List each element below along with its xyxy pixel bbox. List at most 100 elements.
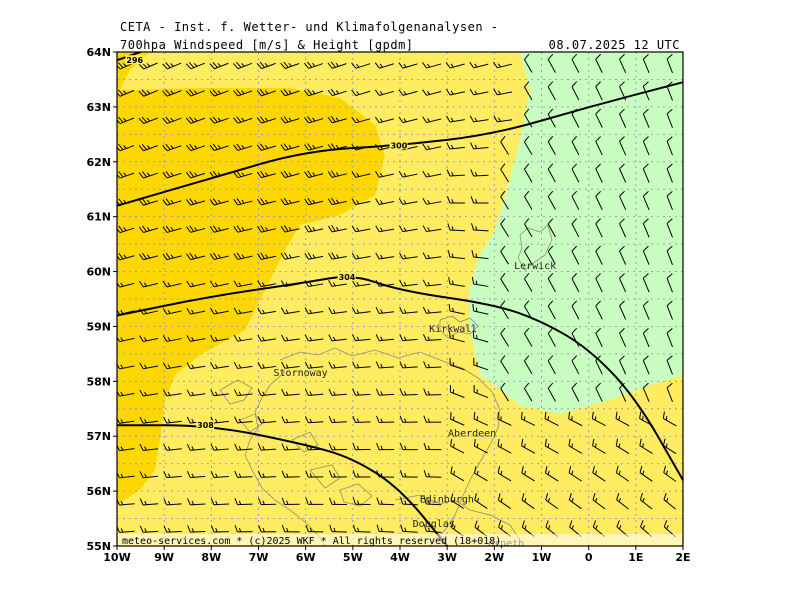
lon-label: 10W [103, 551, 130, 564]
wind-barb [619, 136, 627, 156]
wind-barb [281, 416, 300, 424]
wind-barb [663, 465, 677, 482]
wind-barb [666, 163, 673, 183]
wind-barb [666, 382, 673, 402]
wind-barb [639, 438, 653, 455]
wind-barb [423, 524, 442, 533]
wind-barb [595, 245, 603, 265]
lat-label: 62N [86, 156, 111, 169]
wind-barb [446, 169, 465, 177]
wind-barb [376, 497, 395, 506]
wind-barb [398, 170, 418, 178]
wind-barb [185, 62, 205, 70]
wind-barb [500, 382, 509, 402]
wind-barb [662, 411, 677, 427]
lon-label: 7W [249, 551, 269, 564]
wind-barb [304, 388, 324, 396]
lon-label: 8W [201, 551, 221, 564]
contour-label-bg [196, 420, 215, 430]
wind-barb [423, 497, 442, 506]
wind-barb [280, 252, 300, 260]
wind-barb [642, 108, 650, 128]
wind-barb [163, 525, 182, 533]
map-area: 300 304 308 296 [117, 52, 683, 546]
wind-barb [422, 116, 442, 124]
contour-label: 300 [391, 141, 408, 150]
lat-label: 60N [86, 266, 111, 279]
wind-barb [399, 252, 418, 260]
wind-barb [571, 355, 580, 375]
lon-label: 3W [437, 551, 457, 564]
wind-barb [469, 61, 489, 69]
wind-barb [280, 225, 300, 233]
wind-barb [571, 136, 580, 156]
place-label: Edinburgh [420, 494, 474, 505]
wind-barb [472, 303, 489, 315]
wind-barb [305, 416, 324, 424]
wind-barb [619, 327, 627, 348]
wind-barb [186, 225, 206, 233]
wind-barb [210, 334, 229, 342]
wind-barb [547, 53, 556, 73]
wind-barb [470, 169, 489, 177]
wind-barb [162, 62, 182, 70]
wind-barb [209, 143, 229, 151]
wind-barb [592, 493, 606, 510]
wind-barb [471, 223, 489, 232]
wind-barb [523, 355, 533, 375]
wind-barb [400, 497, 418, 506]
wind-barb [595, 273, 603, 293]
wind-barb [187, 498, 206, 506]
wind-barb [328, 415, 347, 424]
wind-barb [257, 280, 277, 288]
lat-label: 59N [86, 320, 111, 333]
wind-barb [471, 250, 489, 260]
wind-barb [547, 273, 556, 293]
wind-barb [209, 280, 229, 288]
wind-barb [187, 525, 206, 533]
wind-barb [328, 307, 347, 315]
chart-title: CETA - Inst. f. Wetter- und Klimafolgena… [120, 20, 499, 34]
wind-barb [423, 388, 442, 396]
wind-barb [280, 88, 300, 97]
wind-barb [233, 61, 253, 70]
wind-barb [473, 385, 489, 399]
wind-barb [619, 190, 627, 211]
wind-barb [351, 279, 371, 287]
wind-barb [547, 300, 556, 320]
wind-barb [304, 116, 324, 124]
wind-barb [547, 327, 556, 347]
wind-barb [257, 334, 277, 342]
wind-barb [523, 81, 533, 101]
wind-barb [642, 163, 650, 183]
wind-barb [327, 224, 347, 233]
wind-barb [571, 245, 580, 265]
wind-barb [139, 444, 159, 452]
wind-barb [547, 163, 556, 183]
wind-barb [281, 334, 300, 342]
wind-barb [233, 362, 253, 369]
wind-barb [500, 136, 509, 155]
wind-barb [376, 442, 395, 451]
wind-barb [374, 116, 394, 124]
wind-barb [595, 108, 603, 128]
wind-barb [117, 144, 135, 152]
wind-barb [233, 89, 253, 97]
wind-barb [547, 190, 556, 210]
wind-barb [138, 143, 158, 152]
wind-barb [497, 493, 512, 510]
wind-barb [257, 470, 277, 478]
wind-barb [449, 385, 465, 398]
wind-barb [185, 89, 205, 97]
wind-barb [233, 389, 253, 397]
wind-barb [639, 492, 653, 510]
wind-barb [595, 218, 603, 238]
wind-barb [619, 53, 627, 74]
lon-label: 6W [296, 551, 316, 564]
wind-barb [595, 382, 603, 402]
wind-barb [375, 171, 395, 178]
wind-barb [399, 334, 418, 342]
wind-barb [473, 357, 489, 371]
wind-barb [375, 361, 395, 369]
wind-barb [474, 493, 488, 509]
